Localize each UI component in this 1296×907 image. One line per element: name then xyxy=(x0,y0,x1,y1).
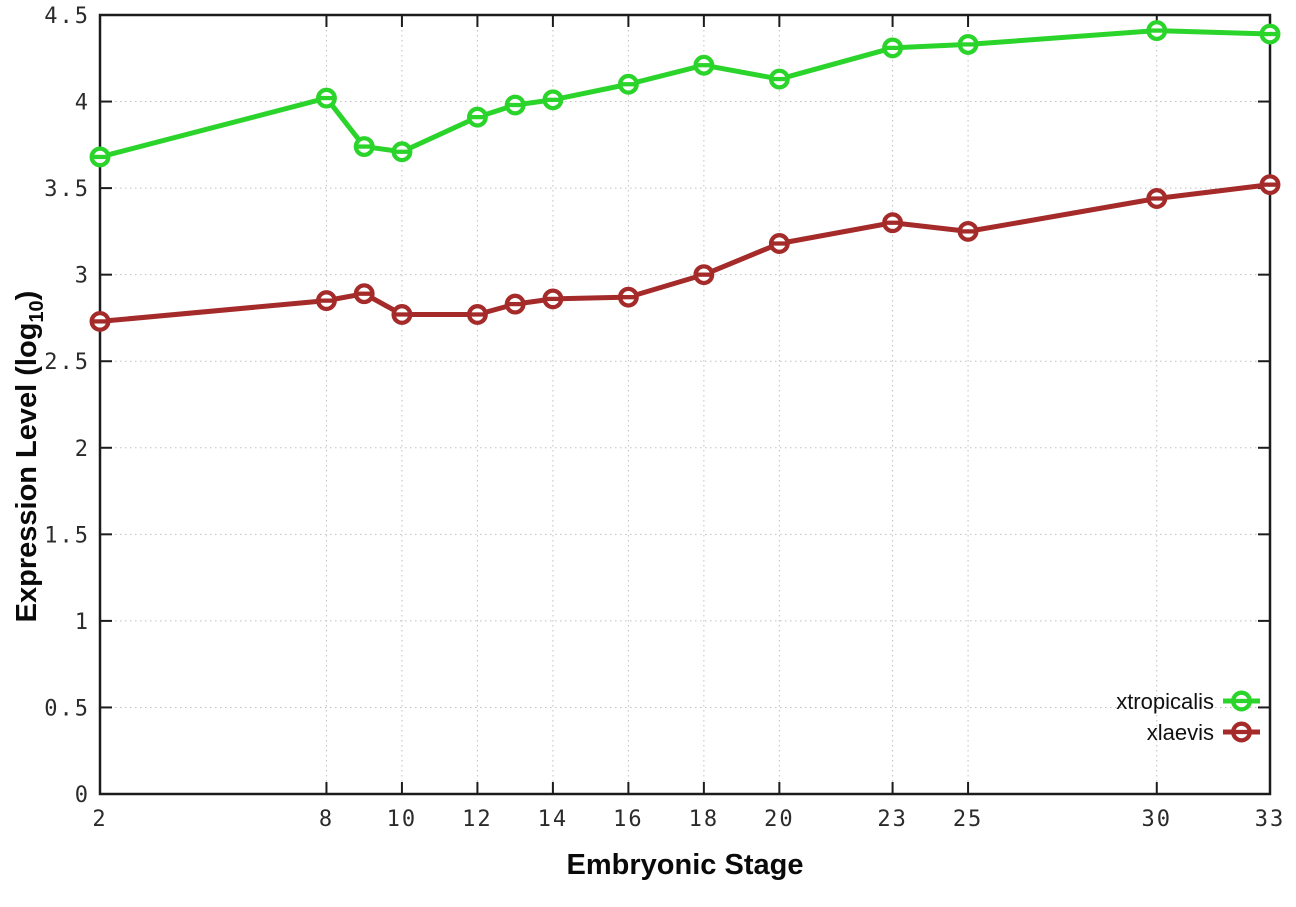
series-xlaevis-point xyxy=(1146,188,1168,209)
tick-labels: 2 8 10 12 14 16 18 20 23 25 30 33 0 0.5 1 1.5 2 2.5 3 3.5 4 4… xyxy=(44,4,1286,832)
series-xlaevis-point xyxy=(1259,174,1281,196)
x-tick-label: 14 xyxy=(538,807,569,832)
series-xtropicalis-point xyxy=(768,68,790,90)
x-tick-label: 20 xyxy=(764,807,795,832)
series-xtropicalis-point xyxy=(1259,23,1281,45)
series-xlaevis-point xyxy=(882,212,904,234)
legend-entry-xtropicalis: xtropicalis xyxy=(1116,689,1260,714)
legend-entry-xlaevis: xlaevis xyxy=(1147,720,1260,745)
series-xtropicalis-point xyxy=(1146,20,1168,42)
y-tick-label: 0.5 xyxy=(44,696,90,721)
y-axis-title-subscript: 10 xyxy=(26,300,48,322)
x-tick-label: 2 xyxy=(92,807,107,832)
y-axis-title: Expression Level (log10) xyxy=(11,291,48,623)
series-xlaevis-point xyxy=(466,304,488,325)
series-xlaevis-point xyxy=(353,283,375,305)
y-tick-label: 3 xyxy=(75,264,90,289)
series-xtropicalis-point xyxy=(617,73,639,95)
series-xlaevis xyxy=(89,174,1281,332)
series-xtropicalis-point xyxy=(882,37,904,59)
series-xlaevis-point xyxy=(768,233,790,254)
x-tick-label: 8 xyxy=(319,807,334,832)
legend-label: xtropicalis xyxy=(1116,689,1214,714)
series-xlaevis-point xyxy=(957,220,979,242)
series-xtropicalis-point xyxy=(504,94,526,116)
x-tick-label: 18 xyxy=(689,807,720,832)
x-tick-label: 33 xyxy=(1255,807,1286,832)
legend-sample-marker xyxy=(1231,721,1252,743)
x-tick-label: 10 xyxy=(387,807,418,832)
series-xtropicalis xyxy=(89,20,1281,168)
y-tick-label: 4 xyxy=(75,91,90,116)
series-xlaevis-point xyxy=(542,288,564,310)
y-tick-label: 0 xyxy=(75,783,90,808)
y-tick-label: 2 xyxy=(75,437,90,462)
series-xlaevis-point xyxy=(504,293,526,315)
series-xtropicalis-line xyxy=(97,28,1273,160)
y-tick-label: 3.5 xyxy=(44,177,90,202)
axes xyxy=(98,13,1272,796)
plot-border xyxy=(98,13,1272,796)
legend-label: xlaevis xyxy=(1147,720,1214,745)
y-axis-title-end: ) xyxy=(11,291,43,301)
y-tick-label: 2.5 xyxy=(44,350,90,375)
series-xtropicalis-point xyxy=(316,87,337,109)
series-xtropicalis-point xyxy=(89,146,111,168)
y-tick-label: 1.5 xyxy=(44,523,90,548)
series-xtropicalis-point xyxy=(466,106,488,128)
series-xtropicalis-point xyxy=(693,54,715,76)
y-axis-title-main: Expression Level (log xyxy=(11,323,43,623)
series-xlaevis-point xyxy=(316,290,337,312)
series-xtropicalis-point xyxy=(542,89,564,111)
x-tick-label: 25 xyxy=(953,807,984,832)
y-tick-label: 1 xyxy=(75,610,90,635)
series-xtropicalis-point xyxy=(391,141,413,163)
series-xlaevis-point xyxy=(693,264,715,286)
series-xlaevis-point xyxy=(391,304,413,325)
legend-sample-marker xyxy=(1231,690,1252,712)
x-tick-label: 12 xyxy=(462,807,493,832)
x-tick-label: 30 xyxy=(1142,807,1173,832)
x-axis-title: Embryonic Stage xyxy=(567,849,804,881)
series-xlaevis-line xyxy=(97,182,1273,324)
series-xlaevis-point xyxy=(89,310,111,332)
grid-lines xyxy=(99,14,1271,795)
x-tick-label: 16 xyxy=(613,807,644,832)
series-xtropicalis-point xyxy=(957,33,979,55)
y-tick-label: 4.5 xyxy=(44,4,90,29)
legend: xtropicalis xlaevis xyxy=(1116,689,1260,745)
series-xtropicalis-point xyxy=(353,136,375,158)
x-tick-label: 23 xyxy=(877,807,908,832)
series-xlaevis-point xyxy=(617,286,639,308)
